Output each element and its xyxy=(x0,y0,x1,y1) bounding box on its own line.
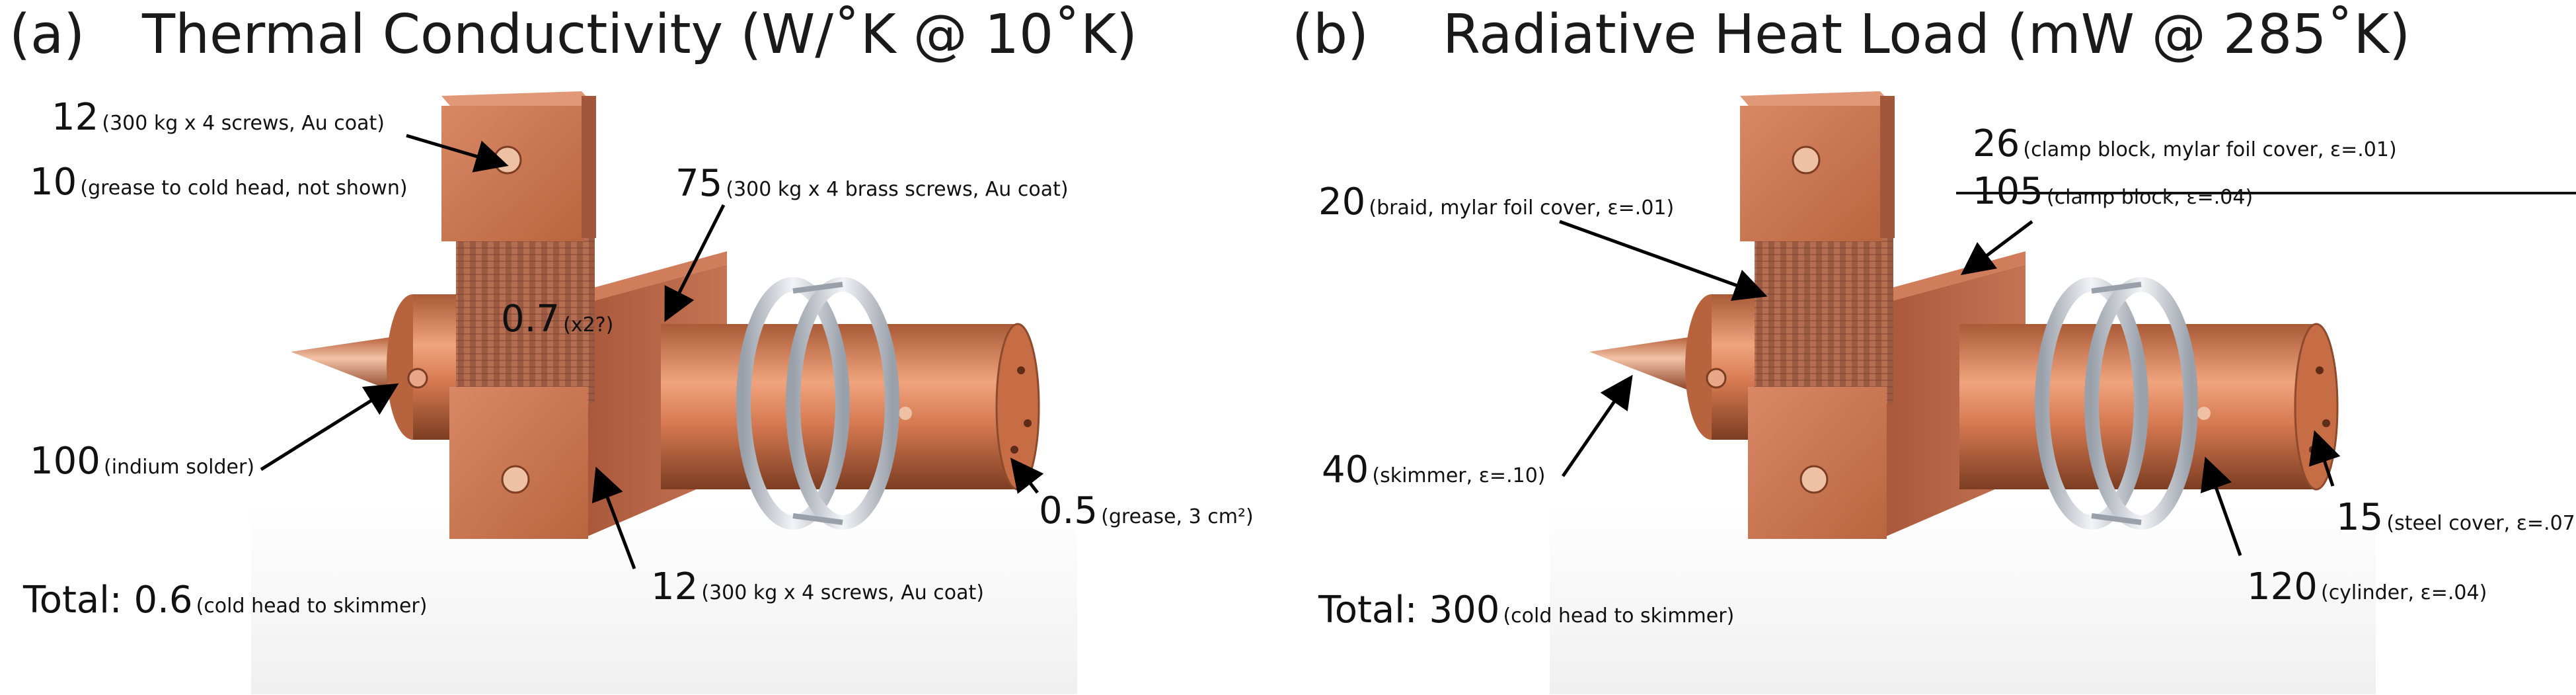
label-brass-screws: 75 (300 kg x 4 brass screws, Au coat) xyxy=(675,165,1069,202)
note-top-block: (300 kg x 4 screws, Au coat) xyxy=(102,112,385,135)
value-grease-cold-head: 10 xyxy=(30,161,77,204)
top-block-front xyxy=(441,106,584,241)
total-a-value: Total: 0.6 xyxy=(23,579,193,622)
note-cylinder: (cylinder, ε=.04) xyxy=(2320,581,2487,604)
total-b-value: Total: 300 xyxy=(1318,589,1500,632)
skimmer-screw-hole xyxy=(407,368,428,389)
panel-b-title: Radiative Heat Load (mW @ 285˚K) xyxy=(1443,3,2411,66)
value-indium: 100 xyxy=(30,440,100,483)
arrow-skimmer xyxy=(1561,374,1633,477)
arrow-brass-screws xyxy=(664,204,726,322)
arrow-bottom-block xyxy=(591,466,636,569)
note-bottom-block: (300 kg x 4 screws, Au coat) xyxy=(701,581,984,604)
skimmer-cone xyxy=(291,337,390,390)
label-braid-b: 20 (braid, mylar foil cover, ε=.01) xyxy=(1318,184,1674,221)
top-block-side xyxy=(1880,96,1895,238)
panel-a-label: (a) xyxy=(9,3,85,66)
panel-a-arrows xyxy=(260,134,1044,569)
bottom-block-front xyxy=(449,387,588,539)
cylinder-hole-3 xyxy=(1010,446,1018,454)
floor-reflection xyxy=(251,503,1077,694)
label-top-block: 12 (300 kg x 4 screws, Au coat) xyxy=(52,99,385,136)
note-clamp-block: (clamp block, mylar foil cover, ε=.01) xyxy=(2023,138,2397,161)
skimmer-cone xyxy=(1589,337,1688,390)
panel-b-total: Total: 300 (cold head to skimmer) xyxy=(1318,592,1734,629)
bottom-block-front xyxy=(1748,387,1887,539)
arrow-steel-cover xyxy=(2308,430,2341,487)
steel-ring-1 xyxy=(736,277,850,530)
panel-b-label: (b) xyxy=(1292,3,1369,66)
panel-b-apparatus xyxy=(1550,91,2376,694)
value-skimmer: 40 xyxy=(1322,448,1369,491)
cylinder-hole-2 xyxy=(1024,419,1032,427)
arrow-indium xyxy=(260,383,399,471)
label-skimmer: 40 (skimmer, ε=.10) xyxy=(1322,452,1545,489)
value-top-block: 12 xyxy=(52,96,99,139)
label-grease-cold-head: 10 (grease to cold head, not shown) xyxy=(30,164,408,201)
label-steel-cover: 15 (steel cover, ε=.07) xyxy=(2336,499,2576,536)
label-grease-cyl: 0.5 (grease, 3 cm²) xyxy=(1039,493,1254,530)
note-clamp-block-old: (clamp block, ε=.04) xyxy=(2046,186,2254,209)
value-steel-cover: 15 xyxy=(2336,496,2384,539)
label-clamp-block-old: 105 (clamp block, ε=.04) xyxy=(1956,170,2576,213)
label-bottom-block: 12 (300 kg x 4 screws, Au coat) xyxy=(651,569,984,606)
value-clamp-block: 26 xyxy=(1973,122,2020,165)
note-grease-cold-head: (grease to cold head, not shown) xyxy=(80,177,408,200)
top-block-side xyxy=(582,96,596,238)
panel-b-arrows xyxy=(1559,220,2341,556)
top-block-screw-hole xyxy=(493,145,522,175)
cylinder-hole-1 xyxy=(1017,366,1025,374)
cylinder-end-cap xyxy=(2294,323,2339,491)
floor-reflection xyxy=(1550,503,2376,694)
cylinder-hole-2 xyxy=(2322,419,2330,427)
total-b-note: (cold head to skimmer) xyxy=(1503,604,1735,628)
panel-a-total: Total: 0.6 (cold head to skimmer) xyxy=(23,582,427,619)
note-grease-cyl: (grease, 3 cm²) xyxy=(1101,505,1254,528)
skimmer-screw-hole xyxy=(1706,368,1727,389)
cylinder-side-hole xyxy=(2197,407,2211,420)
note-braid-b: (braid, mylar foil cover, ε=.01) xyxy=(1369,196,1675,220)
ring-rod-1 xyxy=(792,282,843,294)
cylinder-side-hole xyxy=(899,407,912,420)
value-bottom-block: 12 xyxy=(651,565,699,608)
top-block-screw-hole xyxy=(1792,145,1821,175)
arrow-braid xyxy=(1559,220,1768,301)
panel-b: (b) Radiative Heat Load (mW @ 285˚K) 26 … xyxy=(0,0,2576,629)
value-braid-b: 20 xyxy=(1318,181,1366,224)
label-clamp-block: 26 (clamp block, mylar foil cover, ε=.01… xyxy=(1973,126,2397,163)
ring-rod-1 xyxy=(2091,282,2142,294)
note-indium: (indium solder) xyxy=(103,456,255,479)
top-block-front xyxy=(1740,106,1882,241)
total-a-note: (cold head to skimmer) xyxy=(196,594,428,618)
label-cylinder: 120 (cylinder, ε=.04) xyxy=(2247,569,2487,606)
ring-rod-2 xyxy=(792,513,843,525)
value-brass-screws: 75 xyxy=(675,162,723,205)
note-braid: (x2?) xyxy=(563,313,614,337)
label-braid: 0.7 (x2?) xyxy=(501,301,613,338)
value-cylinder: 120 xyxy=(2247,565,2318,608)
note-skimmer: (skimmer, ε=.10) xyxy=(1372,464,1546,487)
cylinder-hole-3 xyxy=(2309,446,2317,454)
clamp-block-top xyxy=(582,251,727,304)
bottom-block-screw-hole xyxy=(501,465,530,494)
cylinder-hole-1 xyxy=(2316,366,2324,374)
panel-a-title: Thermal Conductivity (W/˚K @ 10˚K) xyxy=(142,3,1137,66)
arrow-top-block xyxy=(406,134,509,173)
arrow-cylinder xyxy=(2200,456,2242,556)
ring-rod-2 xyxy=(2091,513,2142,525)
arrow-clamp-block xyxy=(1961,220,2033,275)
label-indium: 100 (indium solder) xyxy=(30,443,254,480)
value-clamp-block-old: 105 xyxy=(1973,170,2043,213)
note-steel-cover: (steel cover, ε=.07) xyxy=(2386,512,2576,535)
value-grease-cyl: 0.5 xyxy=(1039,489,1098,532)
strikethrough-line xyxy=(1956,192,2576,194)
value-braid: 0.7 xyxy=(501,298,560,341)
note-brass-screws: (300 kg x 4 brass screws, Au coat) xyxy=(726,178,1069,201)
arrow-grease-cyl xyxy=(1010,458,1044,494)
panel-a-apparatus xyxy=(251,91,1077,694)
bottom-block-screw-hole xyxy=(1799,465,1829,494)
steel-ring-1 xyxy=(2035,277,2148,530)
